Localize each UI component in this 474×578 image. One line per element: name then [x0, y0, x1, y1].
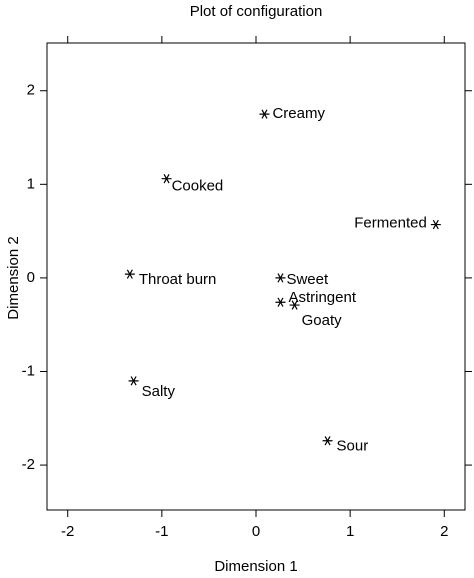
point	[259, 109, 270, 119]
point-label: Cooked	[172, 178, 224, 195]
point-label: Throat burn	[139, 271, 217, 288]
point	[124, 269, 135, 279]
y-tick-label: 2	[27, 82, 35, 99]
point-label: Sweet	[286, 271, 329, 288]
x-tick-label: 1	[346, 523, 354, 540]
point	[322, 436, 333, 446]
x-tick-label: -1	[155, 523, 168, 540]
point-label: Astringent	[288, 289, 356, 306]
point	[430, 219, 441, 230]
x-axis-label: Dimension 1	[214, 558, 297, 575]
point-label: Salty	[142, 383, 176, 400]
point-label: Fermented	[354, 215, 427, 232]
point	[161, 174, 172, 184]
point	[275, 297, 286, 307]
x-tick-label: 2	[440, 523, 448, 540]
y-tick-label: -1	[22, 362, 35, 379]
y-tick-label: 0	[27, 269, 35, 286]
y-tick-label: -2	[22, 456, 35, 473]
chart-title: Plot of configuration	[190, 3, 323, 20]
point-label: Creamy	[272, 105, 325, 122]
point-label: Goaty	[302, 312, 343, 329]
plot-frame	[46, 42, 466, 511]
x-tick-label: 0	[252, 523, 260, 540]
point	[289, 300, 300, 310]
y-axis-label: Dimension 2	[5, 236, 22, 319]
point	[128, 376, 139, 386]
point	[275, 273, 286, 283]
point-label: Sour	[337, 438, 369, 455]
y-tick-label: 1	[27, 175, 35, 192]
x-tick-label: -2	[61, 523, 74, 540]
